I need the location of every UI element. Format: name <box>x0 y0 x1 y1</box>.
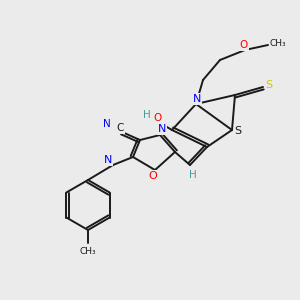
Text: O: O <box>240 40 248 50</box>
Text: C: C <box>116 123 124 133</box>
Text: N: N <box>158 124 166 134</box>
Text: O: O <box>148 171 158 181</box>
Text: H: H <box>189 170 197 180</box>
Text: S: S <box>266 80 273 90</box>
Text: H: H <box>143 110 151 120</box>
Text: O: O <box>153 113 161 123</box>
Text: CH₃: CH₃ <box>80 247 96 256</box>
Text: S: S <box>234 126 242 136</box>
Text: N: N <box>103 119 111 129</box>
Text: N: N <box>193 94 201 104</box>
Text: N: N <box>104 155 112 165</box>
Text: CH₃: CH₃ <box>270 38 286 47</box>
